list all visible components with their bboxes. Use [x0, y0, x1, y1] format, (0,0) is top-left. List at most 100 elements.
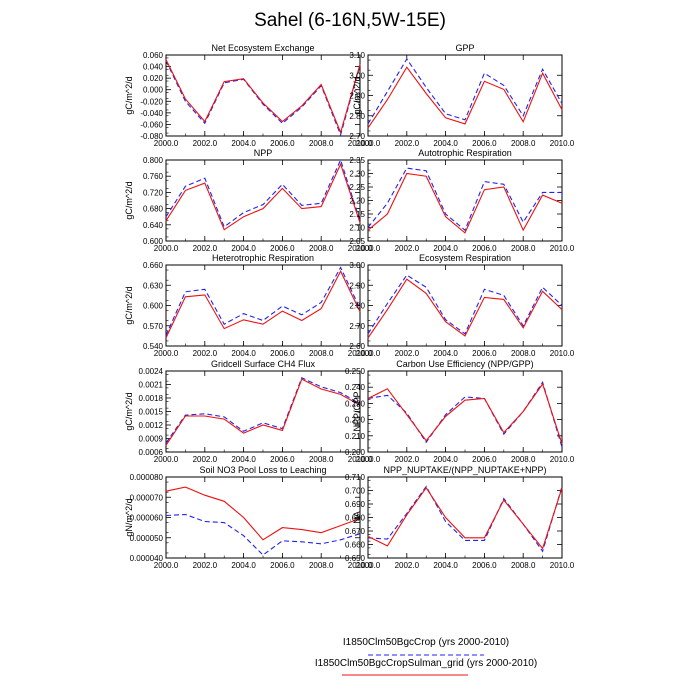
x-tick-label: 2008.0 [511, 244, 536, 253]
x-tick-label: 2006.0 [270, 561, 295, 570]
plot-frame [165, 159, 361, 242]
y-tick-label: 0.570 [143, 322, 164, 331]
x-tick-label: 2002.0 [395, 349, 420, 358]
x-tick-label: 2000.0 [154, 455, 179, 464]
y-tick-label: 0.640 [143, 221, 164, 230]
y-axis-label: gC/m^2/d [124, 181, 134, 219]
x-tick-label: 2004.0 [433, 244, 458, 253]
y-axis-label: NA [352, 511, 362, 524]
y-tick-label: -0.080 [140, 132, 163, 141]
x-tick-label: 2004.0 [231, 561, 256, 570]
x-tick-label: 2008.0 [309, 561, 334, 570]
x-tick-label: 2004.0 [231, 244, 256, 253]
x-tick-label: 2000.0 [356, 455, 381, 464]
x-tick-label: 2000.0 [154, 244, 179, 253]
y-tick-label: -0.020 [140, 97, 163, 106]
y-tick-label: 2.90 [349, 92, 365, 101]
x-tick-label: 2002.0 [193, 561, 218, 570]
x-tick-label: 2006.0 [270, 455, 295, 464]
panel-title: Ecosystem Respiration [419, 253, 511, 263]
x-tick-label: 2006.0 [270, 244, 295, 253]
x-tick-label: 2010.0 [550, 244, 575, 253]
plot-frame [165, 264, 361, 347]
series-line-blue-dashed [165, 513, 361, 556]
y-tick-label: 0.670 [345, 527, 366, 536]
y-tick-label: 0.0006 [139, 448, 164, 457]
y-tick-label: 0.230 [345, 399, 366, 408]
x-tick-label: 2002.0 [395, 139, 420, 148]
y-axis-label: gC/m^2/d [124, 76, 134, 114]
x-tick-label: 2010.0 [550, 561, 575, 570]
x-tick-label: 2010.0 [348, 455, 373, 464]
x-tick-label: 2010.0 [348, 139, 373, 148]
panel-title: Gridcell Surface CH4 Flux [211, 359, 316, 369]
series-line-blue-dashed [165, 266, 361, 336]
y-tick-label: 0.600 [143, 302, 164, 311]
x-tick-label: 2008.0 [511, 455, 536, 464]
y-tick-label: 0.540 [143, 342, 164, 351]
y-tick-label: 0.200 [345, 448, 366, 457]
panel-title: Carbon Use Efficiency (NPP/GPP) [396, 359, 533, 369]
y-tick-label: 0.0015 [139, 408, 164, 417]
y-tick-label: 0.680 [143, 205, 164, 214]
y-tick-label: 2.10 [349, 224, 365, 233]
y-tick-label: 0.690 [345, 500, 366, 509]
x-tick-label: 2008.0 [309, 455, 334, 464]
y-tick-label: 0.020 [143, 74, 164, 83]
x-tick-label: 2000.0 [356, 561, 381, 570]
x-tick-label: 2006.0 [472, 561, 497, 570]
y-tick-label: 2.25 [349, 183, 365, 192]
series-line-red-solid [165, 59, 361, 135]
y-axis-label: gC/m^2/d [352, 76, 362, 114]
panel-title: NPP_NUPTAKE/(NPP_NUPTAKE+NPP) [384, 465, 547, 475]
chart-panel-0: Net Ecosystem Exchange gC/m^2/d -0.080 -0.0… [124, 43, 373, 148]
series-line-blue-dashed [165, 158, 361, 228]
x-tick-label: 2002.0 [193, 349, 218, 358]
series-line-blue-dashed [165, 377, 361, 444]
y-tick-label: 3.00 [349, 71, 365, 80]
y-tick-label: 3.10 [349, 51, 365, 60]
series-line-red-solid [367, 382, 563, 445]
x-tick-label: 2002.0 [193, 244, 218, 253]
plot-frame [165, 476, 361, 559]
panel-title: Heterotrophic Respiration [212, 253, 314, 263]
y-axis-label: NPP/GPP [352, 391, 362, 431]
chart-panel-5: Ecosystem Respiration 2.60 2.70 2.80 2.90 3.0… [349, 253, 574, 358]
y-tick-label: 2.15 [349, 210, 365, 219]
y-tick-label: 0.800 [143, 156, 164, 165]
y-tick-label: 0.630 [143, 281, 164, 290]
series-line-blue-dashed [165, 60, 361, 137]
series-line-red-solid [367, 486, 563, 550]
y-tick-label: 0.650 [345, 554, 366, 563]
plot-frame [165, 54, 361, 137]
x-tick-label: 2008.0 [309, 349, 334, 358]
series-line-red-solid [165, 378, 361, 446]
plot-frame [165, 370, 361, 453]
y-tick-label: 0.000070 [130, 493, 164, 502]
series-line-red-solid [367, 66, 563, 129]
x-tick-label: 2004.0 [231, 139, 256, 148]
legend-label-1: I1850Clm50BgcCropSulman_grid (yrs 2000-2… [315, 658, 537, 669]
x-tick-label: 2000.0 [154, 349, 179, 358]
x-tick-label: 2006.0 [270, 139, 295, 148]
y-tick-label: 0.710 [345, 473, 366, 482]
panel-title: GPP [455, 43, 474, 53]
y-tick-label: 0.240 [345, 383, 366, 392]
y-tick-label: 0.000060 [130, 514, 164, 523]
x-tick-label: 2004.0 [231, 349, 256, 358]
x-tick-label: 2008.0 [309, 139, 334, 148]
y-tick-label: 2.60 [349, 342, 365, 351]
series-line-red-solid [165, 486, 361, 541]
x-tick-label: 2010.0 [348, 349, 373, 358]
legend-label-0: I1850Clm50BgcCrop (yrs 2000-2010) [343, 637, 509, 648]
y-tick-label: 0.600 [143, 237, 164, 246]
x-tick-label: 2002.0 [395, 561, 420, 570]
x-tick-label: 2006.0 [472, 244, 497, 253]
y-tick-label: 0.0018 [139, 394, 164, 403]
figure-title: Sahel (6-16N,5W-15E) [254, 10, 446, 31]
chart-panel-1: GPP gC/m^2/d 2.70 2.80 2.90 3.00 3.10 2000.0 200… [349, 43, 574, 148]
y-tick-label: 0.700 [345, 487, 366, 496]
x-tick-label: 2000.0 [356, 349, 381, 358]
y-tick-label: 0.000040 [130, 554, 164, 563]
series-line-blue-dashed [367, 274, 563, 335]
